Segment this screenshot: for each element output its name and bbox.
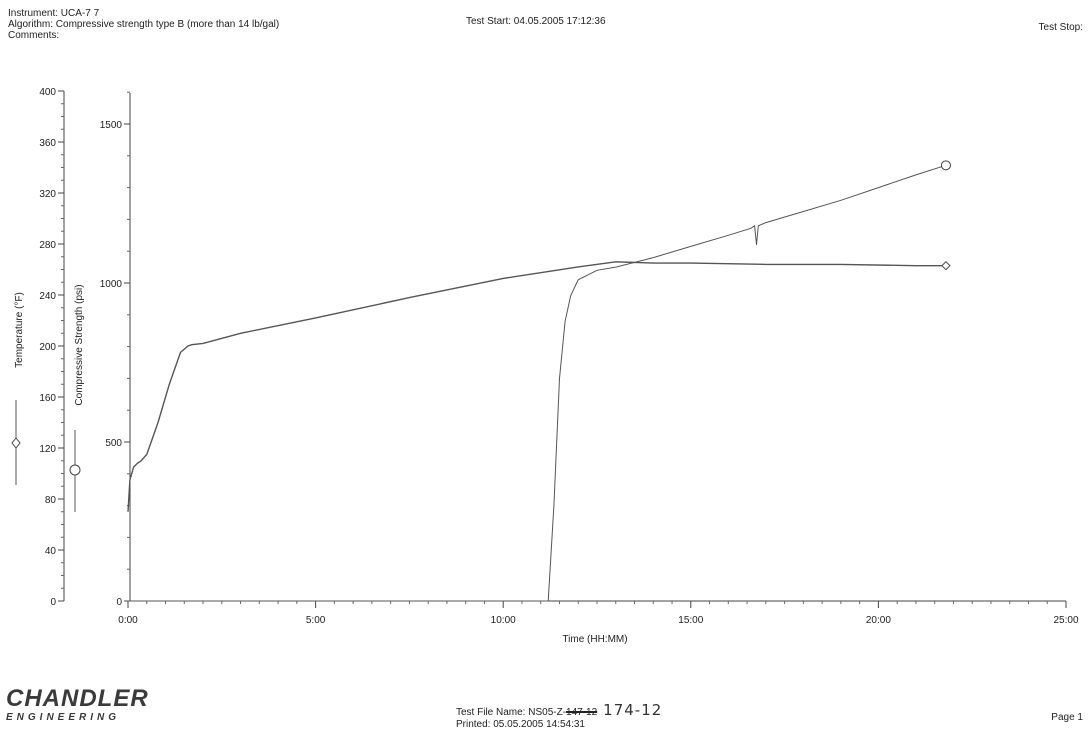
test-start-label: Test Start: 04.05.2005 17:12:36 xyxy=(466,16,606,27)
chart-ticks: 0:00 5:00 10:00 15:00 20:00 25:00 0 40 80 120 160 2… xyxy=(39,87,1079,626)
x-tick-label: 25:00 xyxy=(1053,615,1078,626)
comments-label: Comments: xyxy=(8,30,60,41)
temperature-tick-label: 0 xyxy=(50,597,56,608)
printed-date: Printed: 05.05.2005 14:54:31 xyxy=(456,719,585,730)
temperature-series-line xyxy=(127,261,946,512)
x-tick-label: 5:00 xyxy=(306,615,326,626)
temperature-tick-label: 240 xyxy=(39,291,56,302)
temperature-legend-diamond xyxy=(11,437,21,449)
algorithm-label: Algorithm: Compressive strength type B (… xyxy=(8,19,280,30)
chart-series xyxy=(127,160,951,602)
test-file-label: Test File Name: NS05-Z- xyxy=(456,707,567,718)
test-file-struck-number: 147-12 xyxy=(566,707,598,718)
strength-tick-label: 0 xyxy=(116,597,122,608)
strength-tick-label: 1000 xyxy=(100,279,123,290)
x-axis-label: Time (HH:MM) xyxy=(562,634,627,645)
temperature-tick-label: 320 xyxy=(39,189,56,200)
x-tick-label: 15:00 xyxy=(678,615,703,626)
chandler-logo: CHANDLER ENGINEERING xyxy=(6,686,149,724)
temperature-tick-label: 280 xyxy=(39,240,56,251)
strength-tick-label: 1500 xyxy=(100,120,123,131)
instrument-label: Instrument: UCA-7 7 xyxy=(8,8,100,19)
strength-series-line xyxy=(128,164,947,602)
x-tick-label: 10:00 xyxy=(491,615,516,626)
test-info-header: Instrument: UCA-7 7 Algorithm: Compressi… xyxy=(8,8,279,41)
temperature-tick-label: 40 xyxy=(45,546,57,557)
x-tick-label: 20:00 xyxy=(866,615,891,626)
temperature-tick-label: 160 xyxy=(39,393,56,404)
temperature-tick-label: 80 xyxy=(45,495,57,506)
x-tick-label: 0:00 xyxy=(118,615,138,626)
test-file-handwritten-number: 174-12 xyxy=(603,701,663,719)
test-file-footer: Test File Name: NS05-Z-147-12 174-12 Prin… xyxy=(456,701,663,731)
brand-name: CHANDLER xyxy=(6,685,149,712)
strength-axis-label: Compressive Strength (psi) xyxy=(74,284,85,405)
test-stop-label: Test Stop: xyxy=(1038,22,1083,33)
temperature-end-diamond xyxy=(941,260,951,271)
test-file-name: Test File Name: NS05-Z-147-12 174-12 xyxy=(456,701,663,719)
page-number: Page 1 xyxy=(1051,712,1083,723)
temperature-tick-label: 400 xyxy=(39,87,56,98)
strength-tick-label: 500 xyxy=(105,438,122,449)
temperature-axis-label: Temperature (°F) xyxy=(14,292,25,368)
temperature-tick-label: 120 xyxy=(39,444,56,455)
brand-subtitle: ENGINEERING xyxy=(6,712,121,723)
temperature-tick-label: 360 xyxy=(39,138,56,149)
strength-legend-circle xyxy=(69,464,81,476)
temperature-tick-label: 200 xyxy=(39,342,56,353)
chart-axes xyxy=(11,91,1066,602)
strength-end-circle xyxy=(940,160,951,171)
